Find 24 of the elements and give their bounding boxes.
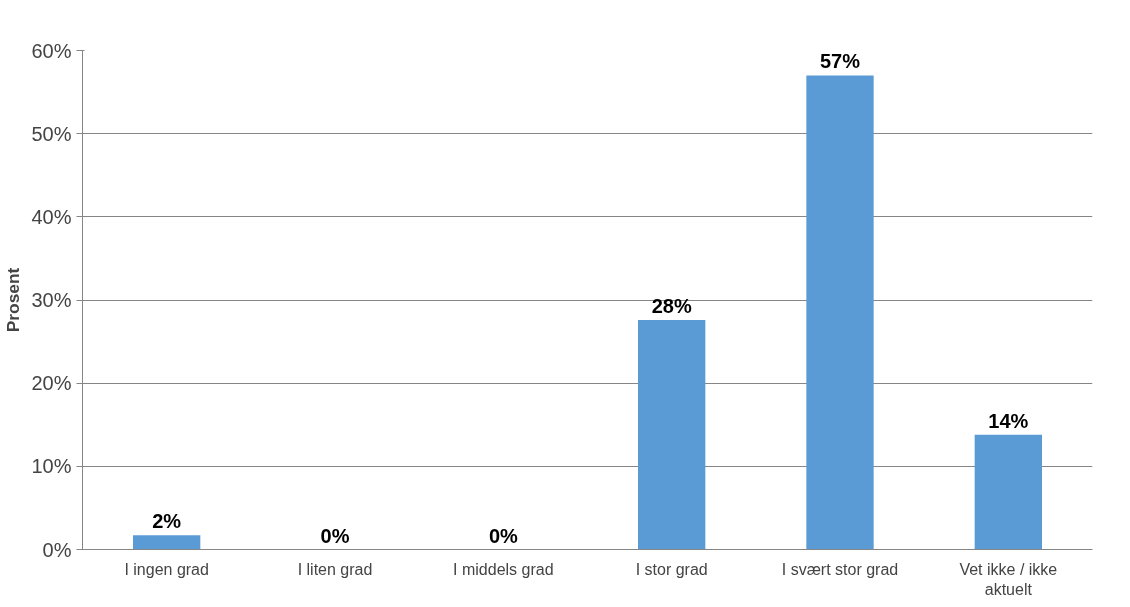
y-tick-label: 10% [31,455,72,478]
bar [638,319,706,550]
data-label: 0% [488,524,518,547]
x-tick-label: I liten grad [297,560,373,578]
x-tick-label: Vet ikke / ikke aktuelt [959,560,1058,598]
bar [133,535,201,550]
y-tick-label: 0% [42,538,72,561]
y-axis-title: Prosent [3,267,24,333]
data-label: 0% [320,524,350,547]
data-label: 28% [651,294,692,317]
x-tick-label: I middels grad [453,560,554,578]
y-tick-label: 50% [31,122,72,145]
y-tick-label: 30% [31,289,72,311]
data-label: 14% [988,409,1029,432]
y-tick-label: 40% [31,205,72,228]
bar [974,434,1042,550]
y-tick-label: 60% [31,39,72,62]
data-label: 2% [152,510,182,533]
data-label: 57% [819,50,861,73]
x-tick-label: I stor grad [635,560,708,578]
bar [806,75,874,550]
y-tick-label: 20% [31,372,72,395]
x-tick-label: I ingen grad [124,560,209,578]
x-tick-label: I svært stor grad [781,560,899,578]
